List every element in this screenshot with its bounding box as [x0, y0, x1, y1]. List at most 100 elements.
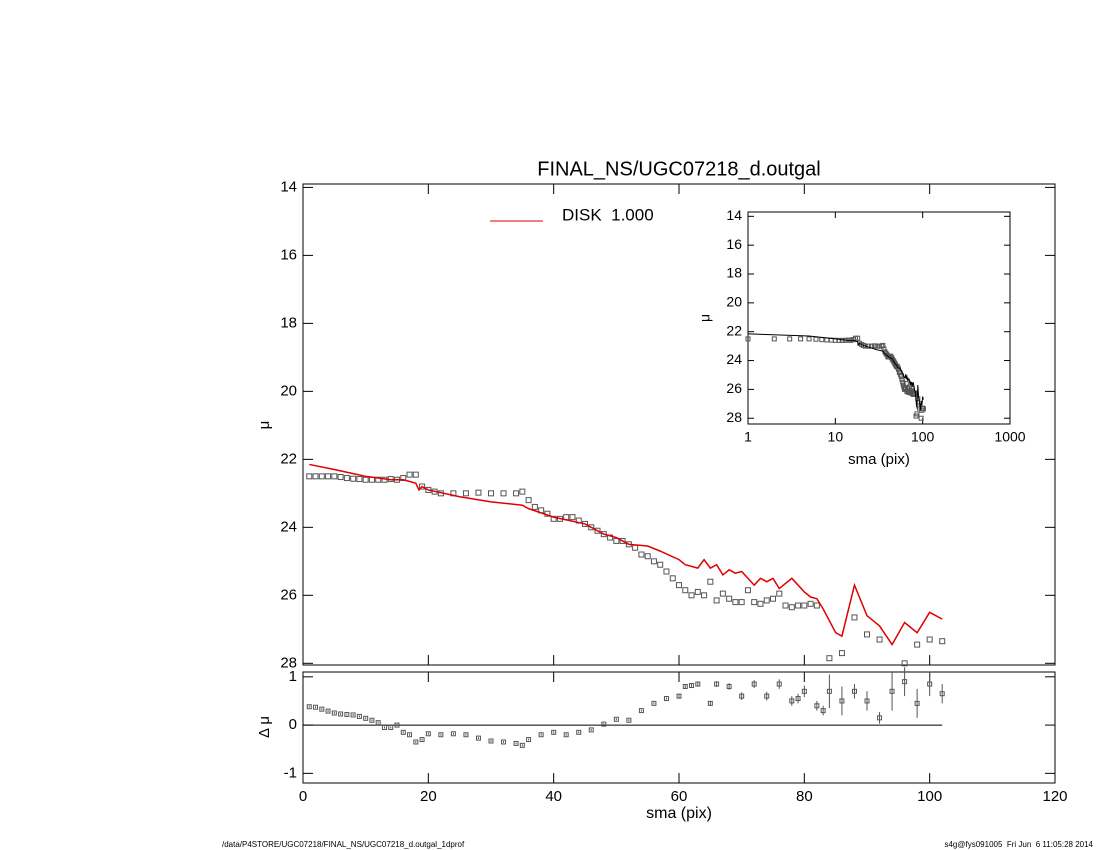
- y-tick-label: 28: [280, 654, 297, 671]
- data-point: [318, 473, 325, 480]
- residual-point: [538, 732, 544, 738]
- y-tick-label: 20: [280, 382, 297, 399]
- model-line: [309, 463, 943, 647]
- residual-point: [864, 698, 870, 704]
- residual-point: [726, 683, 732, 689]
- residual-point: [851, 688, 857, 694]
- data-point: [325, 473, 332, 480]
- y-tick-label: 28: [726, 409, 742, 425]
- residual-point: [551, 729, 557, 735]
- residual-point: [488, 738, 494, 744]
- residual-point: [588, 727, 594, 733]
- data-point: [732, 599, 739, 606]
- inset-point: [787, 336, 793, 342]
- inset-point: [771, 336, 777, 342]
- data-point: [676, 582, 682, 589]
- data-point: [663, 568, 670, 575]
- y-tick-label: 20: [726, 294, 742, 310]
- data-point: [795, 602, 802, 609]
- data-point: [588, 524, 595, 531]
- residual-point: [425, 731, 431, 737]
- y-tick-label: 14: [280, 178, 297, 195]
- residual-point: [676, 693, 682, 699]
- data-point: [356, 476, 363, 483]
- inset-point: [836, 337, 842, 343]
- data-point: [419, 483, 426, 490]
- y-axis-label: μ: [256, 421, 273, 430]
- data-point: [813, 602, 820, 609]
- y-tick-label: 14: [726, 207, 742, 223]
- residual-point: [801, 688, 807, 694]
- residual-point: [820, 708, 826, 714]
- y-tick-label: 26: [726, 380, 742, 396]
- inset-point: [813, 336, 819, 342]
- x-tick-label: 0: [299, 788, 307, 805]
- residual-point: [369, 717, 375, 723]
- data-point: [462, 490, 469, 497]
- data-point: [851, 614, 858, 621]
- residual-point: [526, 737, 532, 743]
- residual-point: [519, 742, 525, 748]
- residual-point: [331, 710, 337, 716]
- residual-point: [419, 737, 425, 743]
- data-point: [914, 641, 921, 648]
- residual-point: [889, 688, 895, 694]
- data-point: [763, 597, 770, 604]
- data-point: [406, 471, 413, 478]
- data-point: [682, 587, 689, 594]
- data-point: [707, 578, 714, 585]
- data-point: [500, 490, 507, 497]
- inset-y-label: μ: [697, 314, 713, 322]
- x-tick-label: 20: [420, 788, 437, 805]
- residual-point: [475, 735, 481, 741]
- y-tick-label: 18: [280, 314, 297, 331]
- residual-point: [927, 681, 933, 687]
- residual-point: [450, 731, 456, 737]
- data-point: [726, 595, 733, 602]
- y-tick-label: 18: [726, 265, 742, 281]
- residual-point: [663, 696, 669, 702]
- residual-point: [501, 739, 507, 745]
- residual-point: [344, 711, 350, 717]
- residual-point: [776, 681, 782, 687]
- residual-point: [638, 708, 644, 714]
- legend-label: DISK 1.000: [562, 205, 654, 224]
- data-point: [400, 475, 407, 482]
- residual-point: [751, 681, 757, 687]
- data-point: [525, 497, 532, 504]
- residual-point: [381, 725, 387, 730]
- residual-point: [714, 681, 720, 687]
- inset-point: [819, 337, 825, 343]
- residual-point: [814, 703, 820, 709]
- data-point: [312, 473, 319, 480]
- data-point: [751, 599, 758, 606]
- x-tick-label: 40: [545, 788, 562, 805]
- inset-model-line: [747, 333, 924, 411]
- data-point: [638, 551, 645, 558]
- data-point: [594, 527, 601, 534]
- data-point: [350, 475, 357, 482]
- y-tick-label: 22: [280, 450, 297, 467]
- data-point: [531, 503, 538, 510]
- data-point: [550, 515, 557, 522]
- inset-point: [899, 376, 905, 382]
- data-point: [744, 587, 751, 594]
- residual-point: [463, 732, 469, 738]
- residual-point: [375, 720, 381, 726]
- y-tick-label: 16: [726, 236, 742, 252]
- footer-right: s4g@fys091005 Fri Jun 6 11:05:28 2014: [944, 840, 1093, 849]
- residual-y-label: Δ μ: [256, 716, 273, 738]
- data-point: [343, 475, 350, 482]
- data-point: [788, 604, 795, 611]
- y-tick-label: 0: [289, 716, 297, 733]
- inset-x-label: sma (pix): [848, 451, 910, 468]
- inset-point: [855, 335, 861, 341]
- residual-point: [413, 739, 419, 745]
- residual-point: [689, 683, 695, 689]
- data-point: [650, 558, 657, 565]
- data-point: [738, 599, 745, 606]
- data-point: [613, 537, 620, 544]
- residual-point: [613, 716, 619, 722]
- data-point: [475, 489, 482, 496]
- y-tick-label: 22: [726, 322, 742, 338]
